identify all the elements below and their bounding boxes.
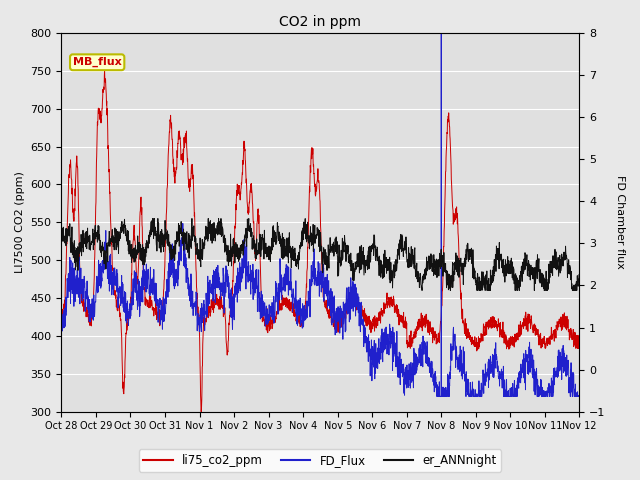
Legend: li75_co2_ppm, FD_Flux, er_ANNnight: li75_co2_ppm, FD_Flux, er_ANNnight xyxy=(138,449,502,472)
Title: CO2 in ppm: CO2 in ppm xyxy=(280,15,362,29)
Y-axis label: FD Chamber flux: FD Chamber flux xyxy=(615,175,625,269)
Y-axis label: LI7500 CO2 (ppm): LI7500 CO2 (ppm) xyxy=(15,171,25,273)
Text: MB_flux: MB_flux xyxy=(73,57,122,67)
